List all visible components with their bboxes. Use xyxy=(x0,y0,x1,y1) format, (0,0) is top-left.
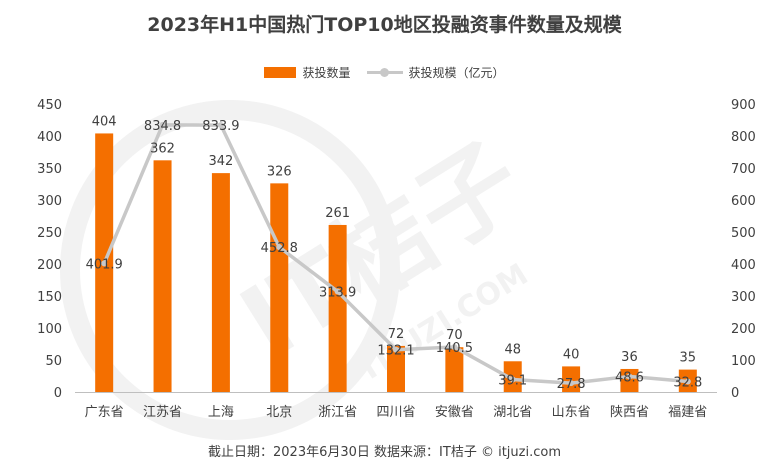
axes: 0 50 100 150 200 250 300 350 400 450 0 100 200 300 400… xyxy=(37,98,756,420)
bar xyxy=(620,368,639,392)
line-point xyxy=(451,344,458,351)
y-right-tick: 200 xyxy=(731,322,756,337)
line-value-label: 401.9 xyxy=(86,257,123,272)
line-value-label: 132.1 xyxy=(377,344,414,359)
y-left-tick: 100 xyxy=(37,322,62,337)
bar-value-label: 36 xyxy=(621,350,638,365)
y-left-tick: 450 xyxy=(37,98,62,113)
bar xyxy=(562,366,581,392)
x-tick-label: 四川省 xyxy=(376,405,415,420)
y-left-tick: 50 xyxy=(45,354,62,369)
y-right-tick: 600 xyxy=(731,194,756,209)
bar xyxy=(328,224,347,392)
bar-value-label: 72 xyxy=(388,327,405,342)
line-point xyxy=(568,380,575,387)
legend: 获投数量 获投规模（亿元） xyxy=(0,64,769,81)
legend-bar-swatch xyxy=(264,67,297,78)
x-tick-label: 上海 xyxy=(208,405,234,420)
y-right-tick: 0 xyxy=(731,386,739,401)
legend-line-swatch xyxy=(366,67,403,78)
line-value-label: 313.9 xyxy=(319,286,356,301)
line-series xyxy=(101,121,691,387)
line-value-label: 48.6 xyxy=(615,370,644,385)
data-labels: 404 362 342 326 261 72 70 48 40 36 35 401.9 834.8 833… xyxy=(86,114,703,392)
bar-value-label: 35 xyxy=(680,351,697,366)
watermark-ring xyxy=(60,100,400,440)
y-left-tick: 0 xyxy=(54,386,62,401)
bar xyxy=(445,347,464,392)
line-value-label: 833.9 xyxy=(202,119,239,134)
line-point xyxy=(101,260,108,267)
line-value-label: 452.8 xyxy=(261,241,298,256)
line-point xyxy=(276,244,283,251)
line-point xyxy=(393,346,399,353)
y-right-tick: 900 xyxy=(731,98,756,113)
x-tick-label: 广东省 xyxy=(85,405,124,420)
bar xyxy=(153,160,172,392)
bar-value-label: 261 xyxy=(325,206,350,221)
y-right-tick: 300 xyxy=(731,290,756,305)
line-point xyxy=(217,122,224,129)
x-tick-label: 江苏省 xyxy=(143,404,182,420)
line-point xyxy=(684,378,691,385)
bar-value-label: 48 xyxy=(504,342,521,357)
y-right-tick: 500 xyxy=(731,226,756,241)
line-value-label: 32.8 xyxy=(673,376,702,391)
y-right-tick: 800 xyxy=(731,130,756,145)
line-value-label: 39.1 xyxy=(498,373,527,388)
bar-value-label: 362 xyxy=(150,141,175,156)
bar xyxy=(211,173,230,392)
legend-line-label: 获投规模（亿元） xyxy=(408,66,505,80)
legend-item-bar: 获投数量 xyxy=(264,64,351,81)
x-tick-label: 山东省 xyxy=(552,405,591,420)
bar-value-label: 40 xyxy=(563,347,580,362)
x-tick-label: 陕西省 xyxy=(610,405,649,420)
y-right-tick: 100 xyxy=(731,354,756,369)
bar xyxy=(270,183,289,392)
line-value-label: 27.8 xyxy=(557,377,586,392)
line-point xyxy=(334,288,341,295)
y-left-tick: 400 xyxy=(37,130,62,145)
y-left-tick: 200 xyxy=(37,258,62,273)
bar-series xyxy=(95,133,697,392)
x-tick-label: 浙江省 xyxy=(318,405,357,420)
x-tick-label: 福建省 xyxy=(668,405,707,420)
y-left-tick: 250 xyxy=(37,226,62,241)
footer-source: 截止日期：2023年6月30日 数据来源：IT桔子 © itjuzi.com xyxy=(208,445,561,460)
y-left-tick: 300 xyxy=(37,194,62,209)
chart-title: 2023年H1中国热门TOP10地区投融资事件数量及规模 xyxy=(147,14,622,36)
y-right-tick: 400 xyxy=(731,258,756,273)
line-value-label: 834.8 xyxy=(144,119,181,134)
line-point xyxy=(626,373,633,380)
legend-bar-label: 获投数量 xyxy=(302,66,351,80)
bar xyxy=(387,345,405,392)
x-tick-label: 安徽省 xyxy=(435,405,474,420)
y-left-tick: 350 xyxy=(37,162,62,177)
legend-item-line: 获投规模（亿元） xyxy=(366,64,505,81)
y-left-tick: 150 xyxy=(37,290,62,305)
bar-value-label: 70 xyxy=(446,328,463,343)
line-value-label: 140.5 xyxy=(436,341,473,356)
bar-value-label: 326 xyxy=(267,164,292,179)
y-right-tick: 700 xyxy=(731,162,756,177)
x-tick-label: 北京 xyxy=(266,405,292,420)
bar-value-label: 404 xyxy=(92,114,117,129)
bar-value-label: 342 xyxy=(208,154,233,169)
line-point xyxy=(509,376,516,383)
line-point xyxy=(159,121,166,128)
x-tick-label: 湖北省 xyxy=(493,405,532,420)
